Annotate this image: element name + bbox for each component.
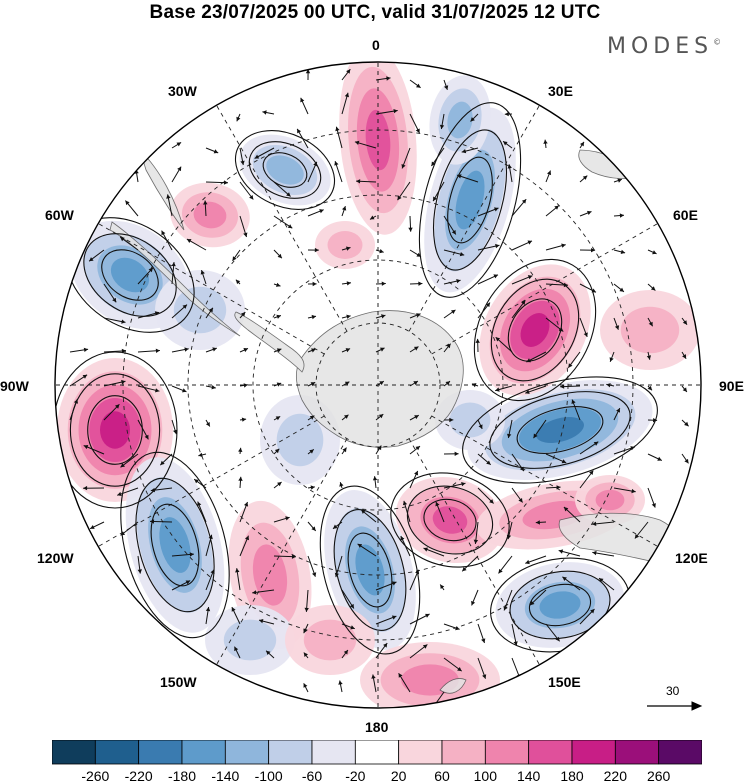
lon-label-120e: 120E [675, 550, 708, 566]
colorbar-box [225, 740, 268, 764]
colorbar-tick-label: -140 [203, 768, 247, 784]
colorbar-tick-label: -60 [290, 768, 334, 784]
colorbar-box [182, 740, 225, 764]
reference-vector-label: 30 [666, 684, 679, 698]
lon-label-0: 0 [372, 37, 380, 53]
colorbar-tick-label: 220 [593, 768, 637, 784]
colorbar-tick-label: 60 [420, 768, 464, 784]
colorbar-box [485, 740, 528, 764]
colorbar-box [269, 740, 312, 764]
colorbar-box [442, 740, 485, 764]
colorbar-tick-label: -220 [117, 768, 161, 784]
lon-label-30w: 30W [168, 83, 197, 99]
colorbar-tick-label: -100 [247, 768, 291, 784]
colorbar-tick-label: 140 [507, 768, 551, 784]
lon-label-30e: 30E [548, 83, 573, 99]
lon-label-60e: 60E [673, 207, 698, 223]
lon-label-60w: 60W [45, 207, 74, 223]
colorbar-box [139, 740, 182, 764]
colorbar-tick-label: 180 [550, 768, 594, 784]
colorbar-box [312, 740, 355, 764]
lon-label-90e: 90E [719, 378, 744, 394]
lon-label-120w: 120W [37, 550, 74, 566]
colorbar-box [355, 740, 398, 764]
colorbar [52, 740, 702, 768]
lon-label-180: 180 [365, 719, 388, 735]
lon-label-150w: 150W [160, 674, 197, 690]
colorbar-box [529, 740, 572, 764]
colorbar-box [399, 740, 442, 764]
colorbar-box [615, 740, 658, 764]
colorbar-tick-label: 20 [377, 768, 421, 784]
lon-label-90w: 90W [0, 378, 29, 394]
reference-vector [647, 702, 701, 710]
colorbar-tick-label: 100 [463, 768, 507, 784]
colorbar-tick-label: 260 [637, 768, 681, 784]
colorbar-box [95, 740, 138, 764]
polar-map [0, 0, 750, 740]
colorbar-tick-label: -260 [73, 768, 117, 784]
lon-label-150e: 150E [548, 674, 581, 690]
colorbar-box [52, 740, 95, 764]
colorbar-box [659, 740, 702, 764]
colorbar-tick-label: -180 [160, 768, 204, 784]
colorbar-tick-label: -20 [333, 768, 377, 784]
colorbar-box [572, 740, 615, 764]
